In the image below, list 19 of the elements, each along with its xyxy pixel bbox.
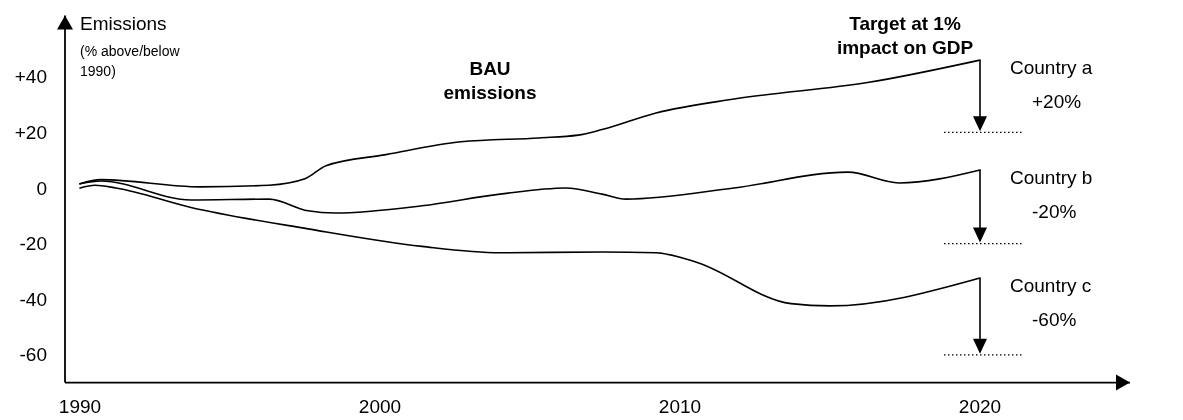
series-label: Country a — [1010, 57, 1093, 79]
y-tick-label: -40 — [19, 288, 47, 310]
series-label: Country c — [1010, 275, 1092, 297]
y-tick-label: 0 — [36, 177, 47, 199]
y-axis-title: Emissions (% above/below 1990) — [80, 13, 181, 79]
x-tick-label: 1990 — [58, 395, 102, 417]
y-tick-label: +40 — [14, 66, 47, 88]
annotation: BAU emissions — [443, 58, 537, 103]
y-tick-label: -20 — [19, 233, 47, 255]
y-tick-label: +20 — [14, 122, 47, 144]
x-tick-label: 2000 — [358, 395, 402, 417]
x-tick-label: 2010 — [658, 395, 702, 417]
y-tick-label: -60 — [19, 344, 47, 366]
ref-line-label: -20% — [1032, 200, 1077, 222]
annotation: Target at 1% impact on GDP — [836, 13, 974, 58]
series-label: Country b — [1010, 166, 1093, 188]
x-tick-label: 2020 — [958, 395, 1002, 417]
ref-line-label: -60% — [1032, 309, 1077, 331]
ref-line-label: +20% — [1032, 91, 1082, 113]
